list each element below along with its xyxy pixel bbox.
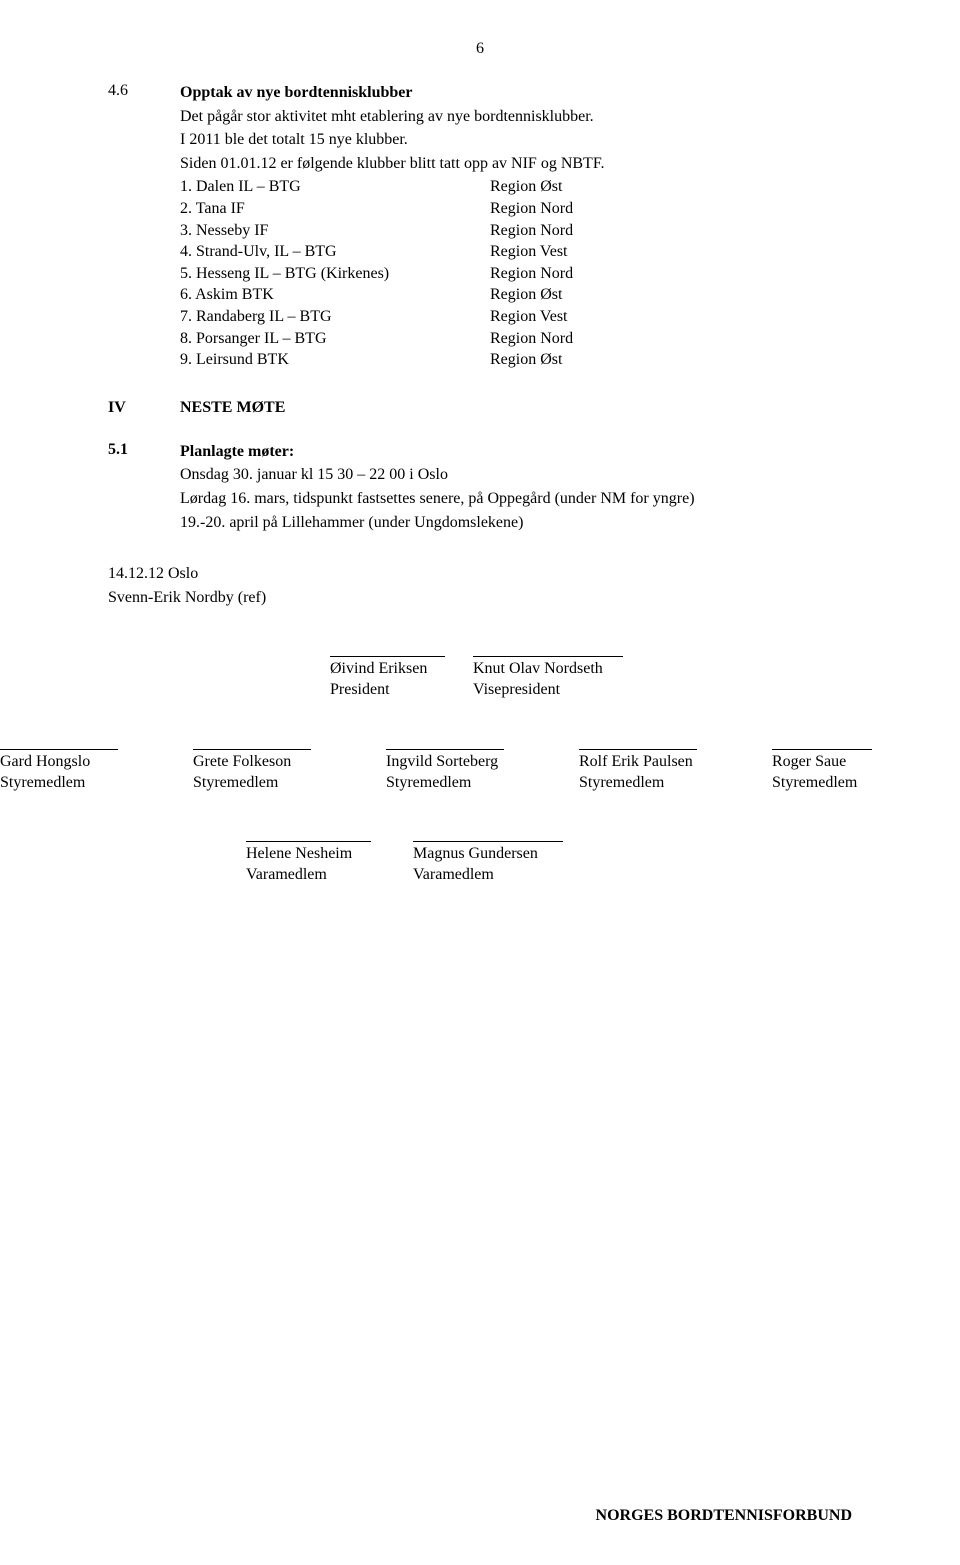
- club-region: Region Nord: [490, 328, 852, 350]
- signature-line: [0, 749, 118, 750]
- club-name: 4. Strand-Ulv, IL – BTG: [180, 241, 490, 263]
- club-region: Region Vest: [490, 306, 852, 328]
- signature-cell: Roger SaueStyremedlem: [772, 749, 872, 794]
- section-5-1-line1: Onsdag 30. januar kl 15 30 – 22 00 i Osl…: [180, 464, 852, 486]
- signature-line: [413, 841, 563, 842]
- dateline-block: 14.12.12 Oslo Svenn-Erik Nordby (ref): [108, 563, 852, 608]
- signature-name: Grete Folkeson: [193, 752, 311, 773]
- club-list: 1. Dalen IL – BTGRegion Øst2. Tana IFReg…: [180, 176, 852, 370]
- signature-line: [193, 749, 311, 750]
- signature-title: Styremedlem: [579, 773, 697, 794]
- signature-line: [772, 749, 872, 750]
- signature-line: [473, 656, 623, 657]
- signature-cell: Øivind EriksenPresident: [330, 656, 445, 701]
- club-region: Region Nord: [490, 220, 852, 242]
- club-row: 3. Nesseby IFRegion Nord: [180, 220, 852, 242]
- page-number: 6: [108, 40, 852, 58]
- signature-row-1: Øivind EriksenPresident Knut Olav Nordset…: [108, 656, 852, 701]
- section-4-6-para2: I 2011 ble det totalt 15 nye klubber.: [180, 129, 852, 151]
- signatures-block: Øivind EriksenPresident Knut Olav Nordset…: [108, 656, 852, 886]
- club-region: Region Nord: [490, 263, 852, 285]
- club-name: 8. Porsanger IL – BTG: [180, 328, 490, 350]
- signature-title: Styremedlem: [0, 773, 118, 794]
- signature-cell: Rolf Erik PaulsenStyremedlem: [579, 749, 697, 794]
- club-row: 5. Hesseng IL – BTG (Kirkenes)Region Nor…: [180, 263, 852, 285]
- footer-org-name: NORGES BORDTENNISFORBUND: [596, 1507, 852, 1525]
- club-region: Region Øst: [490, 284, 852, 306]
- section-5-1-line3: 19.-20. april på Lillehammer (under Ungd…: [180, 512, 852, 534]
- club-region: Region Øst: [490, 176, 852, 198]
- signature-cell: Ingvild SortebergStyremedlem: [386, 749, 504, 794]
- section-5-1-title: Planlagte møter:: [180, 441, 852, 463]
- club-name: 2. Tana IF: [180, 198, 490, 220]
- dateline-ref: Svenn-Erik Nordby (ref): [108, 587, 852, 609]
- club-name: 6. Askim BTK: [180, 284, 490, 306]
- section-4-6: 4.6 Opptak av nye bordtennisklubber Det …: [108, 82, 852, 371]
- section-iv-number: IV: [108, 399, 180, 417]
- signature-title: Styremedlem: [193, 773, 311, 794]
- signature-title: Styremedlem: [386, 773, 504, 794]
- club-region: Region Øst: [490, 349, 852, 371]
- signature-name: Helene Nesheim: [246, 844, 371, 865]
- section-5-1-number: 5.1: [108, 441, 180, 535]
- document-page: 6 4.6 Opptak av nye bordtennisklubber De…: [0, 0, 960, 1565]
- dateline-date: 14.12.12 Oslo: [108, 563, 852, 585]
- club-name: 9. Leirsund BTK: [180, 349, 490, 371]
- club-row: 9. Leirsund BTKRegion Øst: [180, 349, 852, 371]
- section-5-1-line2: Lørdag 16. mars, tidspunkt fastsettes se…: [180, 488, 852, 510]
- club-row: 4. Strand-Ulv, IL – BTGRegion Vest: [180, 241, 852, 263]
- club-row: 1. Dalen IL – BTGRegion Øst: [180, 176, 852, 198]
- section-iv-title: NESTE MØTE: [180, 399, 852, 417]
- signature-cell: Helene NesheimVaramedlem: [246, 841, 371, 886]
- section-4-6-para3: Siden 01.01.12 er følgende klubber blitt…: [180, 153, 852, 175]
- club-name: 7. Randaberg IL – BTG: [180, 306, 490, 328]
- signature-line: [386, 749, 504, 750]
- signature-title: Visepresident: [473, 680, 623, 701]
- signature-name: Gard Hongslo: [0, 752, 118, 773]
- section-number: 4.6: [108, 82, 180, 371]
- signature-title: President: [330, 680, 445, 701]
- signature-row-2: Gard HongsloStyremedlemGrete FolkesonSty…: [0, 749, 872, 794]
- signature-cell: Grete FolkesonStyremedlem: [193, 749, 311, 794]
- signature-title: Varamedlem: [413, 865, 563, 886]
- signature-name: Øivind Eriksen: [330, 659, 445, 680]
- section-4-6-title: Opptak av nye bordtennisklubber: [180, 82, 852, 104]
- club-row: 6. Askim BTKRegion Øst: [180, 284, 852, 306]
- signature-row-3: Helene NesheimVaramedlemMagnus Gundersen…: [108, 841, 852, 886]
- club-row: 8. Porsanger IL – BTGRegion Nord: [180, 328, 852, 350]
- club-name: 1. Dalen IL – BTG: [180, 176, 490, 198]
- signature-cell: Magnus GundersenVaramedlem: [413, 841, 563, 886]
- signature-line: [246, 841, 371, 842]
- club-row: 2. Tana IFRegion Nord: [180, 198, 852, 220]
- signature-line: [579, 749, 697, 750]
- signature-name: Roger Saue: [772, 752, 872, 773]
- club-name: 3. Nesseby IF: [180, 220, 490, 242]
- signature-line: [330, 656, 445, 657]
- signature-name: Rolf Erik Paulsen: [579, 752, 697, 773]
- section-5-1: 5.1 Planlagte møter: Onsdag 30. januar k…: [108, 441, 852, 535]
- signature-name: Magnus Gundersen: [413, 844, 563, 865]
- section-iv: IV NESTE MØTE: [108, 399, 852, 417]
- signature-cell: Knut Olav NordsethVisepresident: [473, 656, 623, 701]
- section-4-6-para1: Det pågår stor aktivitet mht etablering …: [180, 106, 852, 128]
- club-region: Region Vest: [490, 241, 852, 263]
- club-row: 7. Randaberg IL – BTGRegion Vest: [180, 306, 852, 328]
- club-name: 5. Hesseng IL – BTG (Kirkenes): [180, 263, 490, 285]
- signature-title: Styremedlem: [772, 773, 872, 794]
- signature-name: Knut Olav Nordseth: [473, 659, 623, 680]
- club-region: Region Nord: [490, 198, 852, 220]
- signature-name: Ingvild Sorteberg: [386, 752, 504, 773]
- signature-title: Varamedlem: [246, 865, 371, 886]
- signature-cell: Gard HongsloStyremedlem: [0, 749, 118, 794]
